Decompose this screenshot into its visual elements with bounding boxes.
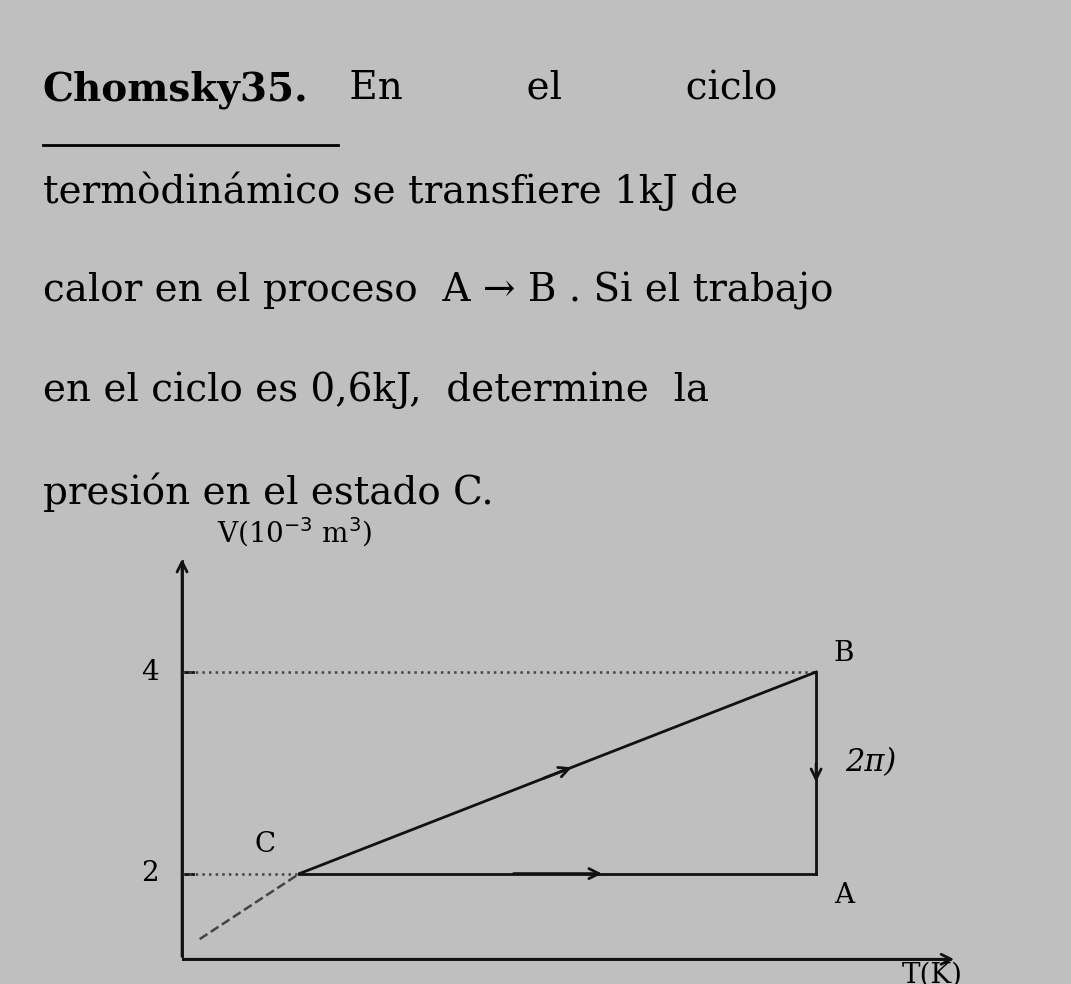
Text: C: C	[255, 831, 276, 858]
Text: 2π): 2π)	[845, 747, 896, 778]
Text: En          el          ciclo: En el ciclo	[337, 71, 778, 108]
Text: B: B	[833, 640, 855, 667]
Text: presión en el estado C.: presión en el estado C.	[43, 472, 494, 512]
Text: termòdinámico se transfiere 1kJ de: termòdinámico se transfiere 1kJ de	[43, 171, 738, 211]
Text: V(10$^{-3}$ m$^{3}$): V(10$^{-3}$ m$^{3}$)	[217, 516, 373, 549]
Text: Chomsky35.: Chomsky35.	[43, 71, 308, 109]
Text: 4: 4	[141, 658, 159, 686]
Text: en el ciclo es 0,6kJ,  determine  la: en el ciclo es 0,6kJ, determine la	[43, 372, 709, 409]
Text: A: A	[833, 882, 854, 908]
Text: 2: 2	[141, 860, 159, 888]
Text: calor en el proceso  A → B . Si el trabajo: calor en el proceso A → B . Si el trabaj…	[43, 272, 833, 310]
Text: T(K): T(K)	[902, 961, 963, 984]
